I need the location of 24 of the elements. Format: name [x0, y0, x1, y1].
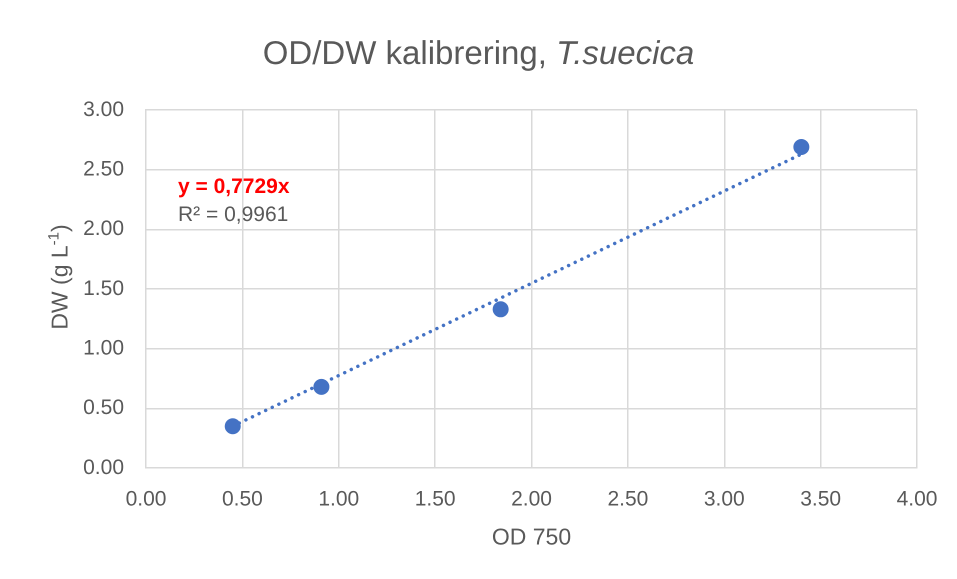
point: [492, 301, 509, 318]
y-tick-label: 0.00: [83, 456, 124, 479]
x-tick-label: 0.00: [126, 487, 166, 510]
y-tick-label: 2.50: [83, 157, 124, 180]
point: [224, 418, 241, 434]
x-axis-title: OD 750: [492, 524, 572, 550]
x-tick-label: 2.00: [511, 487, 552, 510]
y-tick-label: 2.00: [83, 217, 124, 240]
x-tick-label: 4.00: [896, 487, 938, 510]
x-tick-label: 2.50: [607, 487, 648, 510]
y-tick-label: 1.00: [83, 336, 124, 360]
y-tick-label: 3.00: [83, 98, 124, 121]
x-tick-label: 1.50: [414, 487, 456, 510]
annotation: R² = 0,9961: [178, 202, 288, 226]
x-tick-label: 0.50: [222, 487, 263, 510]
y-tick-label: 1.50: [83, 276, 124, 300]
x-tick-label: 3.50: [800, 487, 842, 510]
annotation: y = 0,7729x: [178, 174, 290, 198]
y-tick-label: 0.50: [83, 396, 124, 420]
point: [793, 138, 810, 155]
x-tick-label: 1.00: [318, 487, 360, 510]
chart-title: OD/DW kalibrering, T.suecica: [262, 34, 696, 72]
point: [313, 378, 330, 395]
x-tick-label: 3.00: [704, 487, 745, 510]
